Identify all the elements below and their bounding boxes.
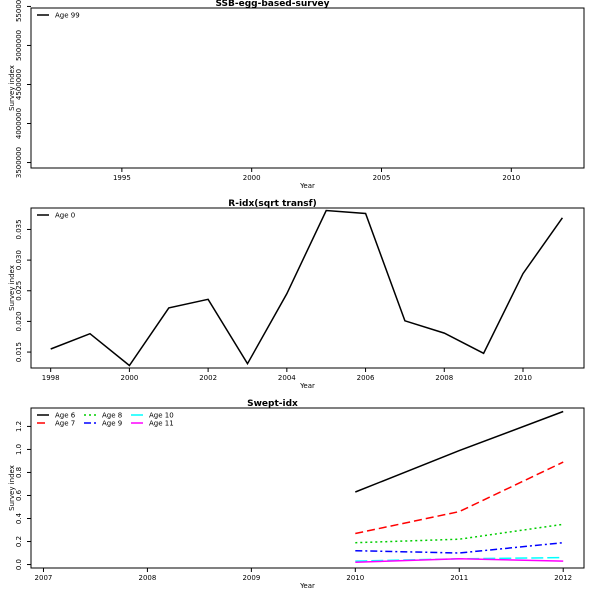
y-tick-label: 0.025 [15,281,23,301]
x-tick-label: 2010 [502,174,520,182]
y-axis-label: Survey index [8,265,16,311]
y-tick-label: 4500000 [15,69,23,100]
y-tick-label: 0.015 [15,342,23,362]
series-line-age-9 [355,541,564,554]
x-axis-label: Year [299,182,315,190]
chart-panel-2: R-idx(sqrt transf) 1998 2000 2002 2004 2006 20… [8,199,585,390]
y-tick-label: 0.6 [15,489,23,501]
x-tick-label: 2000 [120,374,138,382]
plot-frame [30,407,585,569]
y-axis-label: Survey index [8,465,16,511]
y-tick-label: 0.0 [15,559,23,570]
y-tick-label: 1.0 [15,444,23,455]
series-line-age-0 [50,209,564,367]
x-tick-label: 1998 [42,374,60,382]
y-tick-label: 0.2 [15,536,23,547]
x-tick-label: 2008 [435,374,453,382]
x-tick-label: 2006 [357,374,375,382]
plot-frame [30,207,585,369]
chart-title: Swept-idx [247,399,298,409]
legend-label: Age 9 [102,420,122,428]
y-tick-label: 1.2 [15,421,23,432]
series-line-age-6 [355,410,564,493]
x-axis-label: Year [299,582,315,590]
series-line-age-11 [355,558,564,563]
x-tick-label: 2012 [554,574,572,582]
x-tick-label: 1995 [113,174,131,182]
y-tick-label: 5500000 [15,0,23,22]
plot-frame [30,7,585,169]
y-tick-label: 5000000 [15,30,23,61]
legend-label: Age 99 [55,12,80,20]
chart-panel-1: SSB-egg-based-survey 1995 2000 2005 2010 3500… [8,0,585,190]
y-tick-label: 4000000 [15,108,23,139]
x-tick-label: 2011 [450,574,468,582]
legend-label: Age 7 [55,420,75,428]
y-axis-label: Survey index [8,65,16,111]
legend-label: Age 8 [102,412,122,420]
x-tick-label: 2010 [346,574,364,582]
y-tick-label: 3500000 [15,147,23,178]
legend-label: Age 0 [55,212,75,220]
chart-title: SSB-egg-based-survey [215,0,329,9]
x-tick-label: 2007 [35,574,53,582]
x-tick-label: 2010 [514,374,532,382]
chart-panel-3: Swept-idx 2007 2008 2009 2010 2011 2012 0.0 0.2 0… [8,399,585,590]
x-tick-label: 2000 [243,174,261,182]
y-tick-label: 0.035 [15,219,23,239]
x-tick-label: 2004 [278,374,296,382]
y-tick-label: 0.030 [15,250,23,270]
series-line-age-7 [355,461,564,535]
legend-label: Age 11 [149,420,174,428]
x-tick-label: 2002 [199,374,217,382]
y-tick-label: 0.4 [15,512,23,524]
x-axis-label: Year [299,382,315,390]
chart-title: R-idx(sqrt transf) [228,199,316,209]
x-tick-label: 2008 [139,574,157,582]
x-tick-label: 2009 [242,574,260,582]
y-tick-label: 0.020 [15,311,23,331]
legend-label: Age 6 [55,412,76,420]
legend-label: Age 10 [149,412,174,420]
x-tick-label: 2005 [373,174,391,182]
y-tick-label: 0.8 [15,467,23,478]
